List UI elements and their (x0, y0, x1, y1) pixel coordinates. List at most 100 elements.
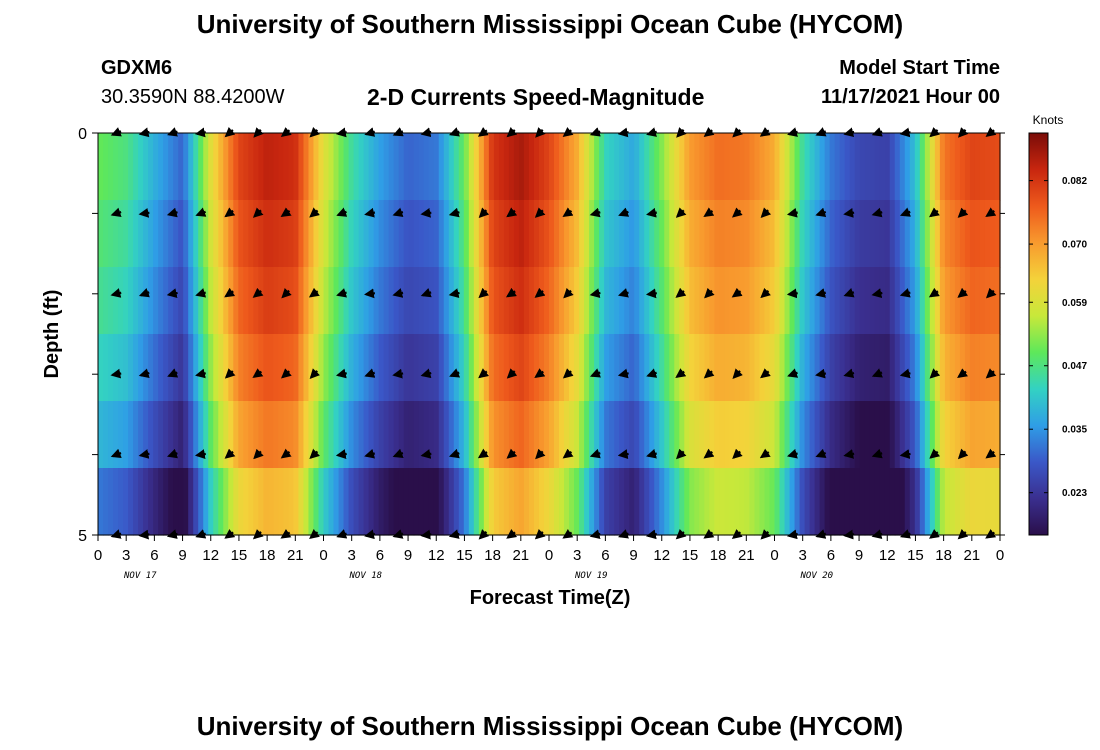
heatmap-cell (709, 401, 715, 469)
heatmap-cell (348, 401, 355, 469)
heatmap-cell (784, 200, 791, 268)
heatmap-cell (103, 468, 109, 536)
current-vector-arrow (646, 207, 658, 218)
current-vector-arrow (562, 207, 574, 218)
heatmap-cell (974, 133, 981, 201)
heatmap-cell (749, 401, 756, 469)
heatmap-cell (899, 200, 906, 268)
heatmap-cell (443, 468, 450, 536)
heatmap-cell (483, 200, 490, 268)
heatmap-cell (634, 334, 640, 402)
heatmap-cell (118, 267, 124, 335)
heatmap-cell (348, 133, 355, 201)
x-tick-label: 9 (178, 547, 186, 564)
heatmap-cell (378, 200, 385, 268)
heatmap-cell (909, 334, 916, 402)
heatmap-cell (864, 133, 871, 201)
heatmap-cell (243, 334, 249, 402)
colorbar-tick-label: 0.059 (1062, 298, 1087, 309)
current-vector-arrow (929, 368, 941, 379)
heatmap-cell (523, 133, 530, 201)
heatmap-cell (694, 200, 700, 268)
heatmap-cell (554, 133, 560, 201)
heatmap-cell (984, 334, 991, 402)
heatmap-cell (564, 401, 570, 469)
heatmap-cell (869, 468, 876, 536)
heatmap-cell (654, 401, 660, 469)
heatmap-cell (128, 401, 134, 469)
heatmap-cell (293, 334, 300, 402)
heatmap-cell (574, 267, 580, 335)
heatmap-cell (704, 267, 710, 335)
x-tick-label: 6 (376, 547, 384, 564)
heatmap-cell (513, 334, 520, 402)
heatmap-cell (418, 200, 425, 268)
heatmap-cell (814, 334, 821, 402)
current-vector-arrow (110, 207, 122, 218)
heatmap-cell (173, 267, 179, 335)
heatmap-cell (258, 267, 264, 335)
heatmap-cell (654, 200, 660, 268)
heatmap-cell (839, 468, 846, 536)
heatmap-cell (98, 334, 104, 402)
heatmap-cell (393, 200, 400, 268)
heatmap-cell (604, 133, 610, 201)
heatmap-cell (413, 267, 420, 335)
heatmap-cell (614, 133, 620, 201)
heatmap-cell (308, 334, 315, 402)
heatmap-cell (123, 133, 129, 201)
heatmap-cell (238, 334, 244, 402)
current-vector-arrow (166, 207, 178, 218)
heatmap-cell (604, 468, 610, 536)
heatmap-cell (353, 267, 360, 335)
heatmap-cell (133, 133, 139, 201)
heatmap-cell (629, 401, 635, 469)
heatmap-cell (278, 334, 285, 402)
heatmap-cell (969, 401, 976, 469)
current-vector-arrow (786, 207, 798, 218)
heatmap-cell (213, 200, 219, 268)
heatmap-cell (188, 401, 194, 469)
current-vector-arrow (364, 207, 376, 218)
heatmap-cell (448, 133, 455, 201)
heatmap-cell (669, 468, 675, 536)
heatmap-cell (408, 133, 415, 201)
heatmap-cell (463, 133, 470, 201)
heatmap-cell (764, 334, 771, 402)
heatmap-cell (569, 334, 575, 402)
current-vector-arrow (167, 368, 179, 378)
heatmap-cell (679, 468, 685, 536)
heatmap-cell (173, 334, 179, 402)
heatmap-cell (864, 200, 871, 268)
heatmap-cell (614, 334, 620, 402)
heatmap-cell (779, 401, 786, 469)
heatmap-cell (448, 334, 455, 402)
heatmap-cell (133, 267, 139, 335)
heatmap-cell (433, 267, 440, 335)
heatmap-cell (834, 133, 841, 201)
heatmap-cell (824, 334, 831, 402)
heatmap-cell (413, 133, 420, 201)
heatmap-cell (559, 200, 565, 268)
heatmap-cell (984, 267, 991, 335)
heatmap-cell (173, 200, 179, 268)
heatmap-cell (909, 468, 916, 536)
heatmap-cell (203, 334, 209, 402)
heatmap-cell (689, 133, 695, 201)
heatmap-cell (564, 334, 570, 402)
heatmap-cell (383, 267, 390, 335)
speed-heatmap (98, 133, 1001, 536)
heatmap-cell (839, 200, 846, 268)
heatmap-cell (964, 267, 971, 335)
heatmap-cell (373, 267, 380, 335)
heatmap-cell (233, 267, 239, 335)
heatmap-cell (979, 401, 986, 469)
current-vector-arrow (646, 448, 657, 459)
day-label: NOV 17 (123, 571, 157, 581)
heatmap-cell (258, 401, 264, 469)
current-vector-arrow (562, 368, 574, 379)
heatmap-cell (964, 200, 971, 268)
heatmap-cell (363, 468, 370, 536)
heatmap-cell (924, 334, 931, 402)
heatmap-cell (438, 401, 445, 469)
